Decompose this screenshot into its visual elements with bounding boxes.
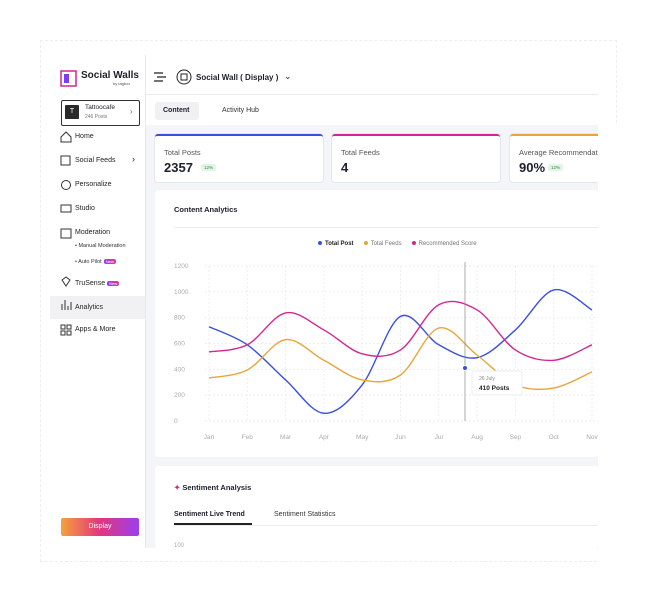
y-tick-label: 1000 xyxy=(174,289,189,296)
tab[interactable]: Sentiment Live Trend xyxy=(174,511,245,518)
tooltip-text: 410 Posts xyxy=(479,385,510,392)
legend-label: Total Post xyxy=(325,241,354,247)
nav-item[interactable]: Moderation xyxy=(75,229,111,236)
stat-label: Average Recommendation Score xyxy=(519,148,630,157)
legend-label: Total Feeds xyxy=(370,241,402,247)
header-border xyxy=(146,94,598,95)
badge: New xyxy=(103,259,116,264)
chevron: › xyxy=(130,107,133,116)
legend: Total Post Total Feeds Recommended Score xyxy=(318,241,477,247)
sidebar xyxy=(50,55,146,548)
brand: Social Walls xyxy=(81,70,139,81)
divider xyxy=(174,227,598,228)
stat-value: 4 xyxy=(341,160,349,175)
stat-label: Total Posts xyxy=(164,148,201,157)
sub-nav[interactable]: • Manual Moderation xyxy=(75,243,126,249)
sub-nav-label: • Auto Pilot xyxy=(75,259,102,265)
stat-card: Total Posts 2357 12% xyxy=(155,134,323,182)
tab[interactable]: Activity Hub xyxy=(222,107,259,114)
x-tick-label: Jul xyxy=(435,434,444,441)
legend-dot xyxy=(363,241,368,245)
sentiment-panel xyxy=(155,466,598,548)
tab[interactable]: Sentiment Statistics xyxy=(274,511,336,518)
header-title[interactable]: Social Wall ( Display ) xyxy=(196,73,279,82)
clip xyxy=(598,125,656,600)
chart-panel xyxy=(155,190,598,457)
x-tick-label: Sep xyxy=(510,434,522,441)
tab-underline xyxy=(174,523,252,525)
account-name: Tattoocafe xyxy=(85,104,115,111)
stat-value: 2357 xyxy=(164,160,193,175)
x-tick-label: Apr xyxy=(319,434,330,441)
y-tick-label: 400 xyxy=(174,366,185,373)
y-tick-label: 0 xyxy=(174,418,178,425)
line-chart: 0 200 400 600 800 1000 1200 Jan Feb Mar Apr May Jun J… xyxy=(174,262,598,441)
tab[interactable]: Content xyxy=(163,107,190,114)
legend-item[interactable]: Recommended Score xyxy=(411,241,477,247)
nav-item[interactable]: Apps & More xyxy=(75,326,116,333)
tooltip xyxy=(471,370,523,396)
sentiment-title-text: Sentiment Analysis xyxy=(182,483,252,492)
divider xyxy=(174,525,598,526)
wall-icon xyxy=(176,69,192,85)
brand-sub: by tagbox xyxy=(113,81,131,86)
stat-change: 12% xyxy=(201,164,217,171)
nav-item[interactable]: Studio xyxy=(75,205,95,212)
x-tick-label: Mar xyxy=(280,434,292,441)
logo xyxy=(60,70,77,87)
y-tick-label: 600 xyxy=(174,341,185,348)
nav-item[interactable]: Personalize xyxy=(75,181,112,188)
x-tick-label: Jun xyxy=(395,434,406,441)
legend-item[interactable]: Total Feeds xyxy=(363,241,402,247)
x-tick-label: May xyxy=(356,434,369,441)
avatar: T xyxy=(65,105,79,119)
sentiment-title: ✦ Sentiment Analysis xyxy=(174,483,251,492)
stat-value: 90% xyxy=(519,160,546,175)
y-tick-label: 800 xyxy=(174,315,185,322)
nav-item[interactable]: TruSense New xyxy=(75,280,120,287)
nav-item[interactable]: Analytics xyxy=(75,304,104,311)
series-line xyxy=(208,288,593,414)
active-bg xyxy=(50,296,145,319)
tab-active-bg xyxy=(155,102,199,120)
tooltip-point xyxy=(462,365,468,372)
stat-label: Total Feeds xyxy=(341,148,380,157)
x-tick-label: Feb xyxy=(242,434,254,441)
menu-icon[interactable] xyxy=(154,72,166,82)
legend-label: Recommended Score xyxy=(418,241,477,247)
chart-title: Content Analytics xyxy=(174,205,238,214)
x-tick-label: Nov xyxy=(586,434,598,441)
y-tick-label: 1200 xyxy=(174,263,189,270)
badge: New xyxy=(107,281,120,286)
x-tick-label: Aug xyxy=(471,434,483,441)
legend-dot xyxy=(411,241,416,245)
stat-change: 12% xyxy=(548,164,564,171)
account-posts: 246 Posts xyxy=(85,114,108,120)
legend-dot xyxy=(318,241,322,245)
nav-label: TruSense xyxy=(75,280,106,287)
legend-item[interactable]: Total Post xyxy=(318,241,354,247)
chevron: › xyxy=(132,154,135,164)
x-tick-label: Oct xyxy=(549,434,559,441)
stat-card: Total Feeds 4 xyxy=(332,134,500,182)
series-line xyxy=(208,327,593,391)
sparkle-icon: ✦ xyxy=(174,483,183,492)
sub-nav[interactable]: • Auto Pilot New xyxy=(75,259,116,265)
nav-icons xyxy=(60,131,72,336)
nav-item[interactable]: Home xyxy=(75,133,94,140)
y-tick-label: 200 xyxy=(174,392,185,399)
display-button[interactable]: Display xyxy=(61,518,139,536)
series-line xyxy=(208,300,593,362)
x-tick-label: Jan xyxy=(204,434,215,441)
nav-item[interactable]: Social Feeds xyxy=(75,157,116,164)
chevron: ⌄ xyxy=(284,71,292,81)
account-card[interactable] xyxy=(61,100,140,126)
tooltip-date: 26 July xyxy=(479,376,495,382)
y-tick-label: 100 xyxy=(174,543,185,549)
